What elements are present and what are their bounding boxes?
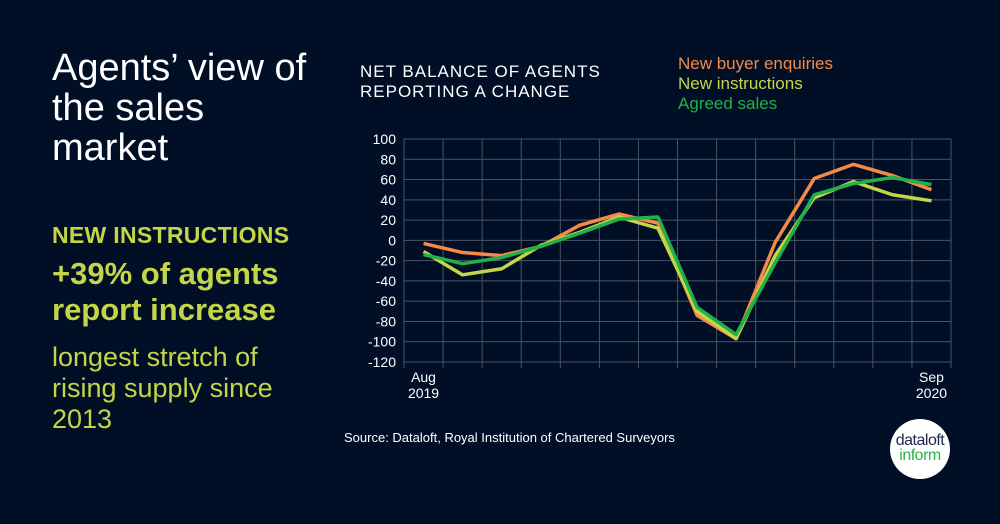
y-tick-label: -100 <box>368 334 396 350</box>
subtext: longest stretch of rising supply since 2… <box>52 342 273 434</box>
y-tick-label: 60 <box>380 172 396 188</box>
x-tick-label: 2019 <box>408 385 439 401</box>
legend-item: New buyer enquiries <box>678 54 833 73</box>
y-tick-label: -40 <box>376 273 396 289</box>
dataloft-logo: dataloft inform <box>890 419 950 479</box>
legend-item: Agreed sales <box>678 94 778 113</box>
chart-title: NET BALANCE OF AGENTS REPORTING A CHANGE <box>360 62 601 101</box>
legend-item: New instructions <box>678 74 803 93</box>
x-tick-label: Sep <box>919 369 944 385</box>
legend: New buyer enquiries New instructions Agr… <box>678 54 833 114</box>
y-tick-label: 40 <box>380 192 396 208</box>
y-tick-label: -60 <box>376 293 396 309</box>
y-tick-label: -20 <box>376 253 396 269</box>
y-tick-label: 20 <box>380 212 396 228</box>
x-tick-label: Aug <box>411 369 436 385</box>
series-line <box>423 175 932 337</box>
source-note: Source: Dataloft, Royal Institution of C… <box>344 430 675 445</box>
y-tick-label: -120 <box>368 354 396 370</box>
headline-stat: +39% of agents report increase <box>52 256 279 327</box>
y-tick-label: 80 <box>380 151 396 167</box>
y-tick-label: -80 <box>376 313 396 329</box>
y-tick-label: 100 <box>373 131 397 147</box>
y-tick-label: 0 <box>388 232 396 248</box>
x-tick-label: 2020 <box>916 385 947 401</box>
kicker: NEW INSTRUCTIONS <box>52 222 290 248</box>
page-title: Agents’ view of the sales market <box>52 47 307 169</box>
